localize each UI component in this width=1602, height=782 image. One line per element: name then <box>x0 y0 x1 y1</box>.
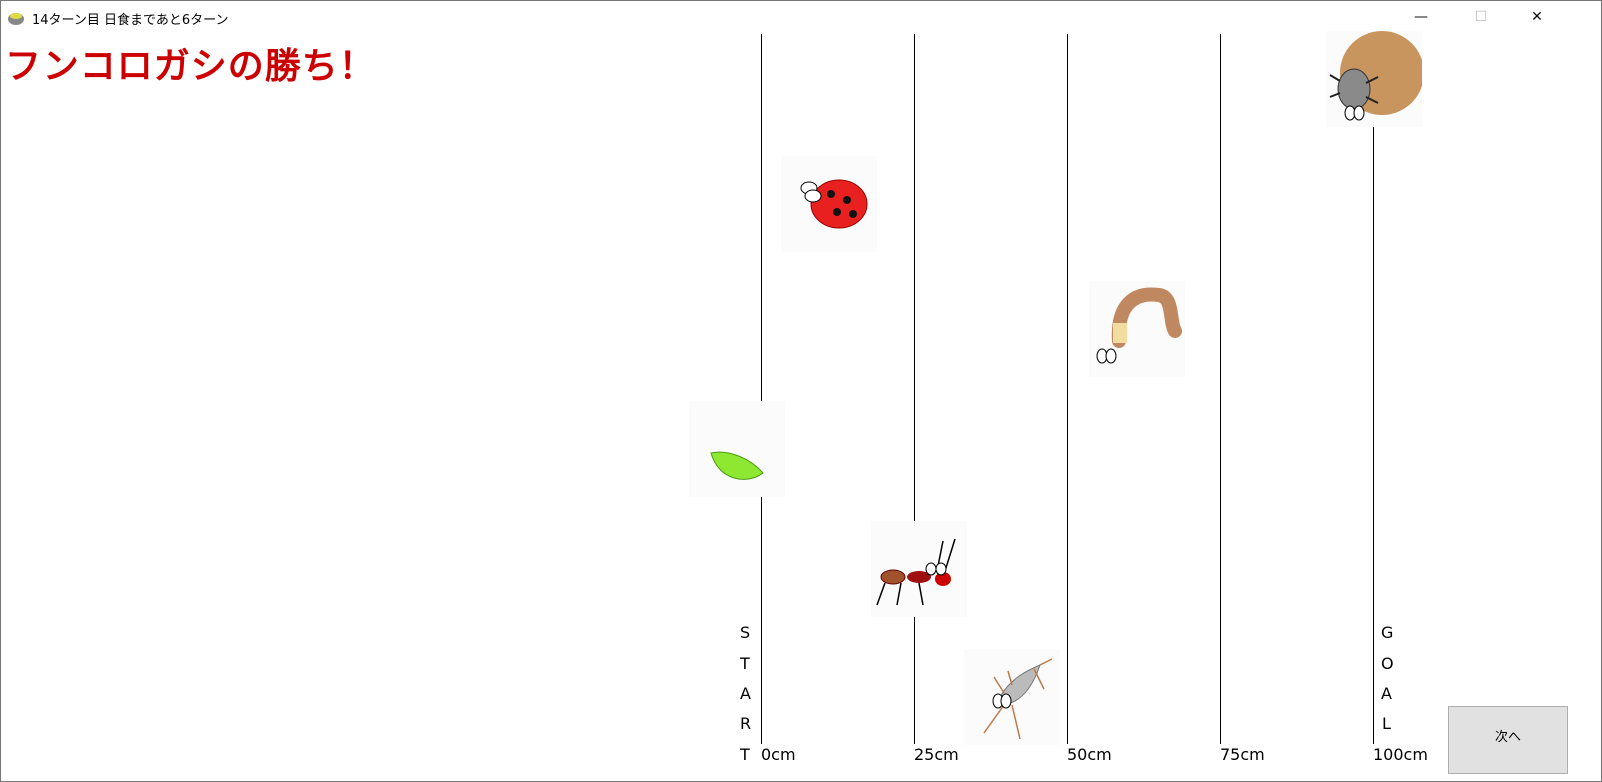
track-line-75 <box>1220 34 1221 744</box>
leaf-sprite <box>689 401 785 497</box>
tick-label: 25cm <box>914 745 959 764</box>
goal-letter: O <box>1381 654 1394 673</box>
ladybug-sprite <box>781 156 877 252</box>
app-icon <box>8 13 24 25</box>
tick-label: 0cm <box>761 745 796 764</box>
worm-sprite <box>1089 281 1185 377</box>
tick-label: 100cm <box>1373 745 1428 764</box>
start-letter: T <box>740 745 750 764</box>
track-line-25 <box>914 34 915 744</box>
next-button[interactable]: 次へ <box>1448 706 1568 774</box>
start-letter: S <box>740 623 751 642</box>
start-letter: R <box>740 714 752 733</box>
result-headline: フンコロガシの勝ち！ <box>5 45 376 86</box>
start-letter: A <box>740 684 751 703</box>
goal-letter: A <box>1381 684 1392 703</box>
maximize-button[interactable]: ☐ <box>1474 9 1488 25</box>
goal-letter: G <box>1381 623 1394 642</box>
goal-letter: L <box>1382 714 1391 733</box>
window-title: 14ターン目 日食まであと6ターン <box>32 13 229 28</box>
dung-beetle-sprite <box>1326 31 1422 127</box>
ant-sprite <box>871 521 967 617</box>
silverfish-sprite <box>964 649 1060 745</box>
track-line-100 <box>1373 34 1374 744</box>
title-bar: 14ターン目 日食まであと6ターン — ☐ ✕ <box>1 1 1601 33</box>
start-letter: T <box>740 654 750 673</box>
close-button[interactable]: ✕ <box>1531 9 1543 25</box>
track-line-0 <box>761 34 762 744</box>
minimize-button[interactable]: — <box>1414 9 1428 25</box>
tick-label: 50cm <box>1067 745 1112 764</box>
tick-label: 75cm <box>1220 745 1265 764</box>
track-line-50 <box>1067 34 1068 744</box>
